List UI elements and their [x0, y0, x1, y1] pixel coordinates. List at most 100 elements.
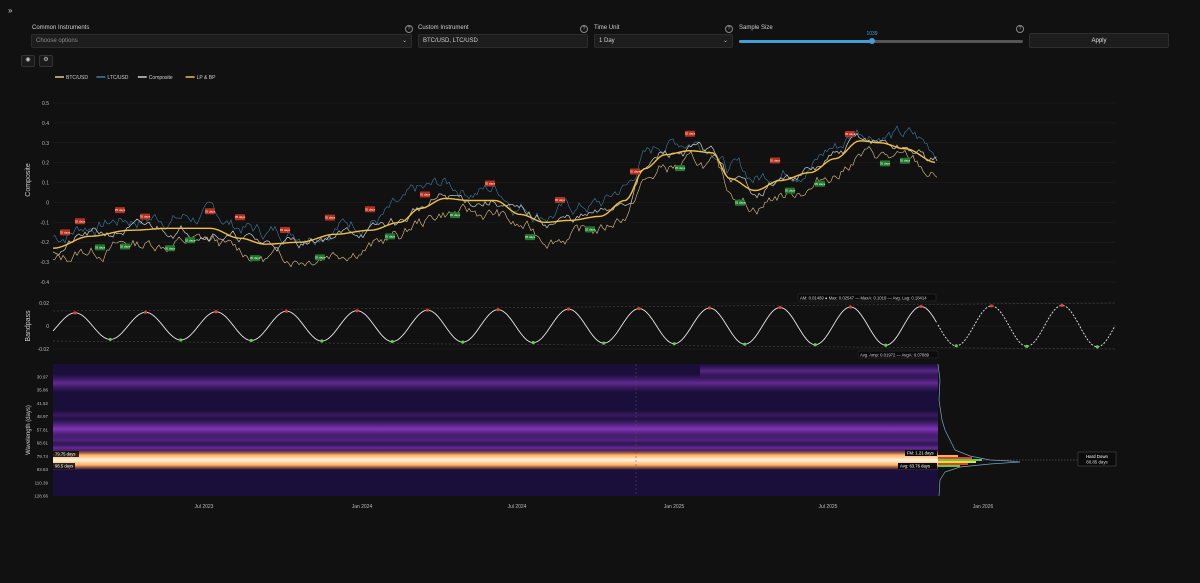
peak-marker: [770, 157, 780, 164]
help-icon[interactable]: ?: [405, 25, 413, 33]
peak-marker-label: 35 days: [205, 209, 216, 213]
trough-marker: [585, 226, 595, 233]
y-tick-label: 57.81: [37, 427, 49, 432]
legend-label: LP & BP: [197, 75, 216, 81]
power-spectrum: [937, 363, 1115, 497]
trough-dot: [320, 339, 324, 343]
slider-thumb[interactable]: [869, 38, 876, 44]
x-tick-label: Jul 2024: [508, 504, 527, 510]
y-tick-label: 0: [46, 324, 49, 330]
trough-marker: [185, 237, 195, 244]
screenshot-button[interactable]: ◉: [21, 55, 35, 67]
x-tick-label: Jan 2026: [973, 504, 994, 510]
help-icon[interactable]: ?: [725, 25, 733, 33]
peak-dot: [707, 306, 712, 310]
peak-marker-label: 35 days: [555, 198, 566, 202]
peak-marker: [845, 130, 855, 137]
trough-dot: [179, 338, 183, 342]
peak-marker-label: 35 days: [420, 192, 431, 196]
trough-dot: [1025, 344, 1029, 348]
common-instruments-placeholder: Choose options: [36, 38, 78, 44]
trough-marker: [525, 234, 535, 241]
heatmap-label-2-text: 96.5 days: [55, 464, 73, 469]
camera-icon: ◉: [25, 57, 31, 63]
heatmap-label-1: 79.75 days: [53, 451, 79, 457]
trough-marker: [675, 165, 685, 172]
legend-label: BTC/USD: [66, 75, 88, 81]
settings-button[interactable]: ⚙: [39, 55, 53, 67]
trough-marker-label: 35 days: [735, 201, 746, 205]
wavelength-axis-label: Wavelength (days): [26, 405, 32, 455]
x-tick-label: Jan 2025: [664, 504, 685, 510]
trough-marker-label: 35 days: [675, 166, 686, 170]
peak-dot: [989, 304, 994, 308]
peak-marker: [420, 191, 430, 198]
peak-marker-label: 35 days: [485, 181, 496, 185]
peak-marker: [140, 213, 150, 220]
peak-dot: [637, 306, 641, 311]
heatmap-label-2: 96.5 days: [53, 463, 75, 469]
x-tick-label: Jul 2023: [195, 504, 214, 510]
bandpass-stats-bottom-text: Avg. Amp: 0.01972 — AvgA: 0.07889: [860, 353, 930, 358]
peak-marker: [485, 180, 495, 187]
common-instruments-label: Common Instruments: [32, 25, 90, 31]
peak-marker-label: 35 days: [365, 207, 376, 211]
fm-label-text: FM: 1.21 days: [907, 451, 934, 456]
wavelength-axis: 30.97 35.86 41.52 48.97 57.81 68.61 79.74 93.63…: [34, 375, 48, 499]
y-tick-label: 79.74: [37, 454, 49, 459]
trough-marker-label: 35 days: [250, 256, 261, 260]
collapse-icon[interactable]: »: [8, 6, 13, 15]
trough-marker: [900, 157, 910, 164]
y-tick-label: 93.63: [37, 467, 49, 472]
common-instruments-select[interactable]: Choose options ⌄: [31, 34, 412, 48]
slider-value: 1039: [866, 31, 878, 37]
trough-marker: [250, 255, 260, 262]
x-axis: Jul 2023 Jan 2024 Jul 2024 Jan 2025 Jul 2025…: [195, 504, 994, 510]
trough-marker-label: 35 days: [315, 255, 326, 259]
apply-button[interactable]: Apply: [1029, 33, 1169, 48]
help-icon[interactable]: ?: [1016, 25, 1024, 33]
help-icon[interactable]: ?: [580, 25, 588, 33]
peak-marker-label: 35 days: [60, 230, 71, 234]
gear-icon: ⚙: [43, 57, 49, 63]
envelope-upper: [53, 302, 1115, 312]
trough-dot: [884, 343, 888, 347]
y-tick-label: 0.3: [42, 141, 49, 147]
avg-label-text: Avg: 63.76 days: [900, 464, 930, 469]
y-tick-label: 0: [46, 200, 49, 206]
sample-size-slider[interactable]: 1039: [739, 31, 1023, 44]
peak-marker-label: 35 days: [630, 170, 641, 174]
bandpass-stats-top: AM: 0.01469 ● Max: 0.02547 — MaxA: 0.101…: [797, 293, 937, 302]
trough-dot: [531, 341, 535, 345]
trough-marker: [735, 199, 745, 206]
trough-dot: [954, 344, 958, 348]
legend-label: Composite: [149, 75, 173, 81]
bandpass-axis-label: Bandpass: [25, 310, 32, 342]
peak-marker: [60, 229, 70, 236]
peak-dot: [73, 311, 77, 315]
y-tick-label: 0.4: [42, 121, 49, 127]
custom-instrument-input[interactable]: BTC/USD, LTC/USD: [418, 34, 588, 48]
trough-dot: [249, 338, 253, 343]
peak-dot: [143, 310, 148, 314]
chevron-down-icon: ⌄: [722, 38, 728, 44]
time-unit-select[interactable]: 1 Day ⌄: [594, 34, 733, 48]
y-tick-label: -0.02: [38, 347, 50, 353]
peak-marker-label: 35 days: [685, 132, 696, 136]
trough-marker-label: 35 days: [185, 238, 196, 242]
peak-marker: [365, 206, 375, 213]
trough-dot: [390, 339, 394, 344]
trough-marker-label: 35 days: [585, 227, 596, 231]
peak-marker-label: 35 days: [845, 132, 856, 136]
trough-marker-label: 35 days: [385, 234, 396, 238]
y-tick-label: 30.97: [37, 375, 49, 380]
sample-size-label: Sample Size: [739, 25, 773, 31]
y-tick-label: 68.61: [37, 441, 49, 446]
peak-dot: [355, 309, 359, 313]
y-tick-label: 0.1: [42, 181, 49, 187]
y-tick-label: 48.97: [37, 414, 49, 419]
peak-dot: [496, 308, 500, 312]
time-unit-value: 1 Day: [599, 38, 615, 44]
peak-marker-label: 35 days: [75, 219, 86, 223]
